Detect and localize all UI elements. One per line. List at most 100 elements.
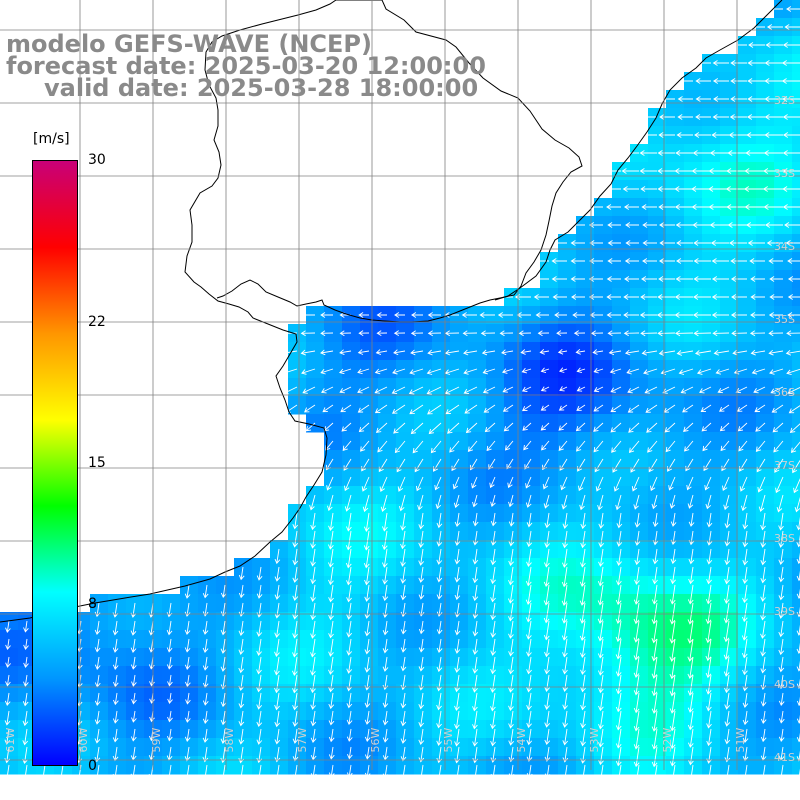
wind-arrow	[310, 566, 316, 585]
speed-cell	[630, 216, 649, 235]
wind-arrow	[778, 620, 785, 638]
wind-arrow	[364, 566, 370, 586]
wind-arrow	[465, 422, 478, 434]
wind-arrow	[622, 186, 639, 192]
speed-cell	[396, 378, 415, 397]
wind-arrow	[598, 530, 605, 548]
wind-arrow	[346, 620, 353, 638]
speed-cell	[774, 360, 793, 379]
speed-cell	[774, 234, 793, 253]
speed-cell	[720, 396, 739, 415]
wind-arrow	[610, 404, 622, 413]
speed-cell	[648, 396, 667, 415]
wind-arrow	[778, 584, 785, 601]
wind-arrow	[292, 746, 299, 762]
wind-arrow	[283, 386, 298, 395]
wind-arrow	[782, 132, 800, 138]
speed-cell	[720, 54, 739, 73]
speed-cell	[594, 342, 613, 361]
speed-cell	[612, 234, 631, 253]
wind-arrow	[525, 476, 532, 489]
wind-arrow	[411, 312, 423, 318]
speed-cell	[576, 378, 595, 397]
wind-arrow	[750, 294, 765, 300]
wind-arrow	[238, 728, 245, 745]
wind-arrow	[112, 656, 119, 670]
wind-arrow	[706, 764, 713, 782]
speed-cell	[432, 342, 451, 361]
wind-arrow	[787, 276, 800, 282]
speed-cell	[486, 360, 505, 379]
wind-arrow	[751, 368, 766, 375]
speed-cell	[486, 396, 505, 415]
wind-arrow	[766, 24, 783, 30]
speed-cell	[792, 756, 800, 775]
wind-arrow	[651, 764, 658, 785]
wind-arrow	[539, 348, 550, 355]
wind-arrow	[382, 638, 389, 654]
speed-cell	[450, 396, 469, 415]
wind-arrow	[364, 746, 371, 760]
speed-cell	[720, 234, 739, 253]
speed-cell	[738, 324, 757, 343]
speed-cell	[612, 360, 631, 379]
speed-cell	[774, 252, 793, 271]
wind-arrow	[597, 602, 604, 624]
speed-cell	[702, 342, 721, 361]
longitude-label: 51W	[734, 727, 747, 752]
wind-arrow	[167, 674, 173, 687]
wind-arrow	[220, 584, 227, 599]
wind-arrow	[5, 620, 11, 633]
speed-cell	[306, 360, 325, 379]
wind-arrow	[598, 674, 604, 694]
wind-arrow	[166, 620, 173, 636]
speed-cell	[522, 342, 541, 361]
wind-arrow	[544, 638, 550, 658]
wind-arrow	[687, 584, 694, 605]
valid-date: valid date: 2025-03-28 18:00:00	[44, 74, 479, 102]
speed-cell	[666, 360, 685, 379]
speed-cell	[612, 324, 631, 343]
wind-arrow	[256, 764, 263, 782]
speed-cell	[540, 270, 559, 289]
wind-arrow	[490, 728, 496, 747]
wind-arrow	[765, 42, 783, 48]
speed-cell	[792, 540, 800, 559]
wind-arrow	[675, 222, 693, 228]
wind-arrow	[778, 530, 785, 548]
wind-arrow	[782, 114, 800, 120]
wind-arrow	[658, 204, 675, 210]
wind-arrow	[472, 674, 478, 693]
wind-arrow	[760, 548, 767, 566]
wind-arrow	[665, 440, 676, 453]
speed-cell	[684, 72, 703, 91]
speed-cell	[738, 360, 757, 379]
wind-arrow	[220, 728, 227, 744]
wind-arrow	[786, 6, 800, 12]
wind-arrow	[705, 620, 712, 644]
wind-arrow	[627, 404, 640, 413]
wind-arrow	[540, 404, 550, 411]
wind-arrow	[657, 186, 675, 192]
wind-arrow	[639, 312, 657, 318]
speed-cell	[522, 378, 541, 397]
wind-arrow	[717, 386, 730, 394]
colorbar	[32, 160, 78, 766]
wind-arrow	[131, 710, 137, 723]
wind-arrow	[562, 764, 569, 780]
speed-cell	[720, 342, 739, 361]
wind-arrow	[376, 312, 387, 318]
wind-arrow	[657, 330, 676, 337]
wind-arrow	[579, 602, 586, 624]
speed-cell	[360, 342, 379, 361]
wind-arrow	[220, 710, 227, 726]
speed-cell	[342, 360, 361, 379]
wind-arrow	[778, 512, 784, 531]
wind-arrow	[435, 494, 442, 510]
wind-arrow	[480, 330, 496, 337]
wind-arrow	[184, 710, 191, 723]
wind-arrow	[310, 764, 317, 779]
wind-arrow	[696, 368, 712, 375]
wind-arrow	[558, 404, 568, 411]
wind-arrow	[544, 530, 550, 548]
